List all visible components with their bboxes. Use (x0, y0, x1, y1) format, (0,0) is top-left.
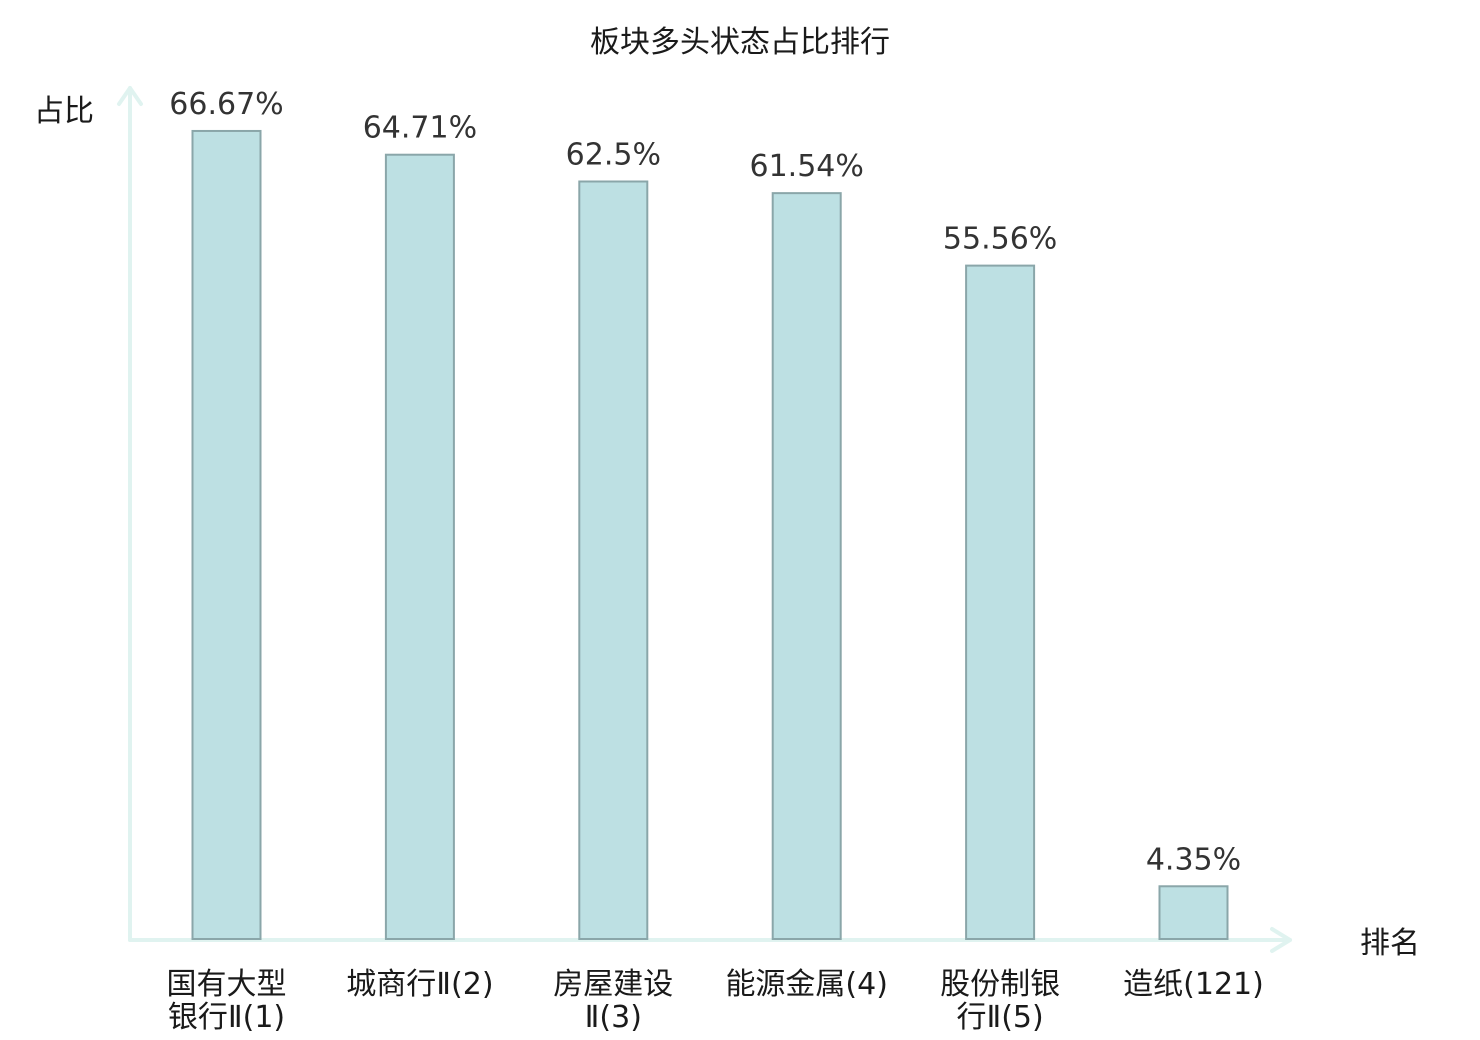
bars (191, 129, 1229, 941)
category-label-5-line-1: 股份制银 (940, 967, 1060, 1002)
value-label-5: 55.56% (943, 222, 1057, 257)
bar-4 (771, 192, 842, 940)
value-label-3: 62.5% (566, 138, 661, 173)
x-axis-label: 排名 (1360, 926, 1420, 961)
bar-6 (1158, 885, 1229, 941)
bar-1 (191, 129, 262, 940)
category-label-1-line-2: 银行Ⅱ(1) (168, 1000, 285, 1035)
bar-2 (384, 153, 455, 941)
value-label-1: 66.67% (169, 87, 283, 122)
x-axis-arrowhead (1270, 927, 1292, 953)
bar-5 (965, 264, 1036, 940)
category-label-4: 能源金属(4) (725, 967, 888, 1002)
category-label-3-line-1: 房屋建设 (553, 967, 673, 1002)
category-label-3-line-2: Ⅱ(3) (585, 1000, 642, 1035)
y-axis-label: 占比 (34, 94, 94, 129)
category-label-6: 造纸(121) (1123, 967, 1264, 1002)
bar-3 (578, 180, 649, 940)
value-labels: 66.67% 64.71% 62.5% 61.54% 55.56% 4.35% (169, 87, 1241, 877)
value-label-4: 61.54% (750, 149, 864, 184)
category-label-2: 城商行Ⅱ(2) (346, 967, 493, 1002)
y-axis-arrowhead (117, 86, 143, 106)
category-label-5-line-2: 行Ⅱ(5) (956, 1000, 1043, 1035)
value-label-2: 64.71% (363, 111, 477, 146)
value-label-6: 4.35% (1146, 842, 1241, 877)
axes (117, 86, 1292, 953)
chart-title: 板块多头状态占比排行 (590, 25, 890, 60)
category-label-1-line-1: 国有大型 (167, 967, 287, 1002)
